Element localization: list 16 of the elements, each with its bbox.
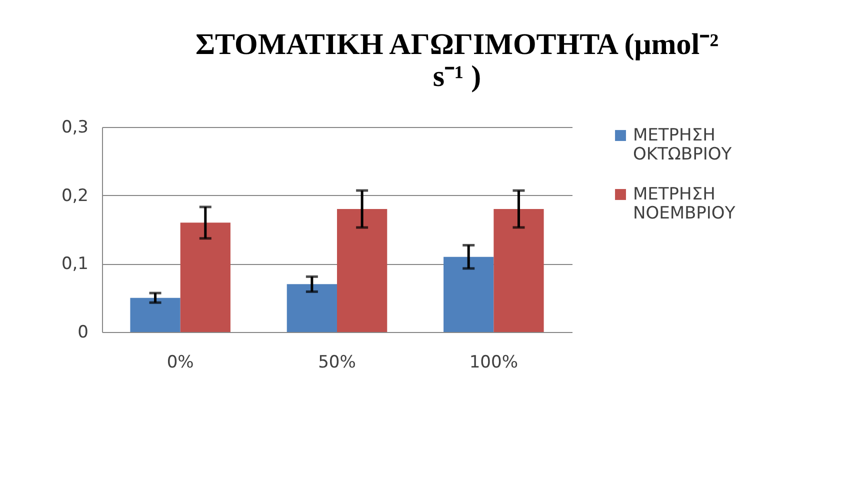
legend-label: ΜΕΤΡΗΣΗ ΝΟΕΜΒΡΙΟΥ: [633, 184, 736, 224]
bar: [130, 298, 180, 332]
bar: [444, 256, 494, 332]
bar: [286, 284, 337, 332]
x-tick-label: 100%: [469, 352, 518, 372]
y-tick-label: 0,2: [61, 186, 88, 206]
y-tick-label: 0,1: [61, 254, 88, 274]
x-tick-label: 50%: [318, 352, 356, 372]
bar: [180, 222, 230, 332]
y-tick-label: 0,3: [61, 118, 88, 138]
chart-title: ΣΤΟΜΑΤΙΚΗ ΑΓΩΓΙΜΟΤΗΤΑ (μmol⁻² s⁻¹ ): [195, 28, 719, 93]
y-tick-label: 0: [78, 322, 88, 342]
x-tick-label: 0%: [166, 352, 194, 372]
legend-label: ΜΕΤΡΗΣΗ ΟΚΤΩΒΡΙΟΥ: [633, 126, 732, 164]
bar: [494, 209, 544, 332]
bar: [337, 209, 388, 332]
